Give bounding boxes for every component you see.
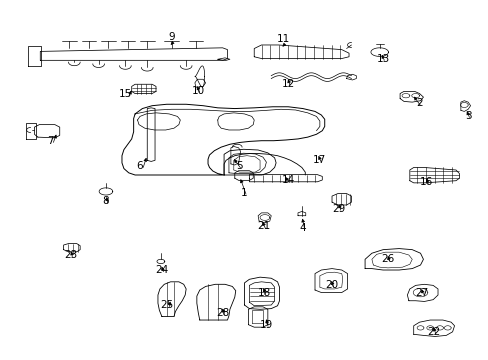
Text: 8: 8 [102, 197, 109, 206]
Text: 22: 22 [427, 327, 440, 337]
Text: 11: 11 [276, 34, 289, 44]
Text: 7: 7 [46, 136, 53, 146]
Text: 24: 24 [155, 265, 168, 275]
Text: 16: 16 [419, 177, 432, 187]
Text: 13: 13 [376, 54, 389, 64]
Text: 4: 4 [299, 223, 305, 233]
Text: 21: 21 [257, 221, 270, 231]
Text: 15: 15 [119, 89, 132, 99]
Text: 3: 3 [464, 111, 470, 121]
Text: 28: 28 [216, 308, 229, 318]
Text: 9: 9 [168, 32, 175, 42]
Text: 1: 1 [241, 188, 247, 198]
Text: 19: 19 [259, 320, 272, 330]
Text: 5: 5 [236, 161, 243, 171]
Text: 6: 6 [136, 161, 143, 171]
Text: 17: 17 [313, 156, 326, 165]
Text: 20: 20 [325, 280, 338, 291]
Text: 25: 25 [160, 300, 173, 310]
Text: 10: 10 [191, 86, 204, 96]
Text: 18: 18 [257, 288, 270, 297]
Text: 2: 2 [415, 98, 422, 108]
Text: 27: 27 [414, 288, 427, 297]
Text: 26: 26 [381, 254, 394, 264]
Text: 29: 29 [332, 203, 345, 213]
Text: 12: 12 [281, 78, 294, 89]
Text: 23: 23 [63, 250, 77, 260]
Text: 14: 14 [281, 175, 294, 185]
